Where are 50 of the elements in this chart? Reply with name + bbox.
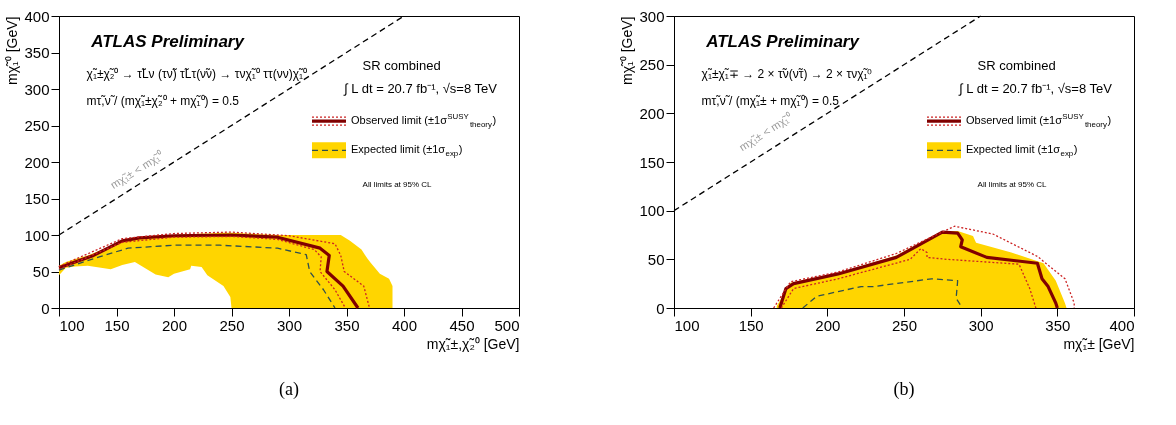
y-tick-label: 150 xyxy=(639,153,665,171)
annotation: ∫ L dt = 20.7 fb⁻¹, √s=8 TeV xyxy=(958,81,1113,96)
x-tick-label: 200 xyxy=(161,316,188,334)
annotation: SR combined xyxy=(977,57,1056,73)
y-tick-label: 0 xyxy=(41,299,50,317)
x-tick-label: 350 xyxy=(334,316,360,334)
y-tick-label: 300 xyxy=(639,7,665,25)
x-tick-label: 450 xyxy=(449,316,475,334)
annotation: mτ̃,ν̃ / (mχ̃₁±χ̃₂⁰ + mχ̃₁⁰) = 0.5 xyxy=(86,93,240,108)
x-axis-title: mχ̃₁±,χ̃₂⁰ [GeV] xyxy=(426,335,520,352)
y-tick-label: 150 xyxy=(24,190,50,207)
annotation: χ̃₁±χ̃₂⁰ → τ̃Lν (τν̃) τ̃Lτ(ν̃ν) → τνχ̃₁⁰ ττ(νν)χ̃₁⁰ xyxy=(86,67,308,82)
x-tick-label: 350 xyxy=(1045,316,1071,334)
x-tick-label: 150 xyxy=(738,316,764,334)
y-tick-label: 350 xyxy=(24,44,50,61)
x-tick-label: 200 xyxy=(815,316,841,334)
y-tick-label: 100 xyxy=(639,202,665,220)
text: (b) xyxy=(893,379,915,400)
annotation: ATLAS Preliminary xyxy=(705,32,861,52)
y-tick-label: 300 xyxy=(24,80,50,98)
annotation: SR combined xyxy=(362,57,441,73)
x-tick-label: 100 xyxy=(59,316,85,334)
x-tick-label: 500 xyxy=(494,316,520,334)
x-tick-label: 250 xyxy=(219,316,245,334)
annotation: All limits at 95% CL xyxy=(977,180,1048,190)
x-tick-label: 300 xyxy=(276,316,303,334)
y-tick-label: 100 xyxy=(24,226,50,244)
annotation: mτ̃,ν̃ / (mχ̃₁± + mχ̃₁⁰) = 0.5 xyxy=(701,93,840,108)
y-tick-label: 50 xyxy=(32,263,50,280)
y-axis-title: mχ̃₁⁰ [GeV] xyxy=(4,16,21,85)
y-tick-label: 0 xyxy=(656,299,665,317)
text: (a) xyxy=(279,379,299,400)
annotation: All limits at 95% CL xyxy=(362,180,433,190)
x-tick-label: 250 xyxy=(891,316,918,334)
y-tick-label: 250 xyxy=(24,117,50,134)
x-tick-label: 300 xyxy=(968,316,994,334)
y-tick-label: 400 xyxy=(24,7,50,25)
x-axis-title: mχ̃₁± [GeV] xyxy=(1063,335,1135,352)
y-tick-label: 200 xyxy=(24,153,50,171)
x-tick-label: 400 xyxy=(1109,316,1135,334)
y-tick-label: 200 xyxy=(639,104,665,122)
y-tick-label: 50 xyxy=(647,250,665,268)
x-tick-label: 400 xyxy=(391,316,418,334)
annotation: ATLAS Preliminary xyxy=(90,32,246,52)
y-tick-label: 250 xyxy=(639,56,665,74)
annotation: χ̃₁±χ̃₁∓ → 2 × τ̃ν(ν̃τ) → 2 × τνχ̃₁⁰ xyxy=(701,67,873,82)
x-tick-label: 100 xyxy=(674,316,700,334)
y-axis-title: mχ̃₁⁰ [GeV] xyxy=(619,16,636,85)
x-tick-label: 150 xyxy=(104,316,130,334)
annotation: ∫ L dt = 20.7 fb⁻¹, √s=8 TeV xyxy=(343,81,498,96)
